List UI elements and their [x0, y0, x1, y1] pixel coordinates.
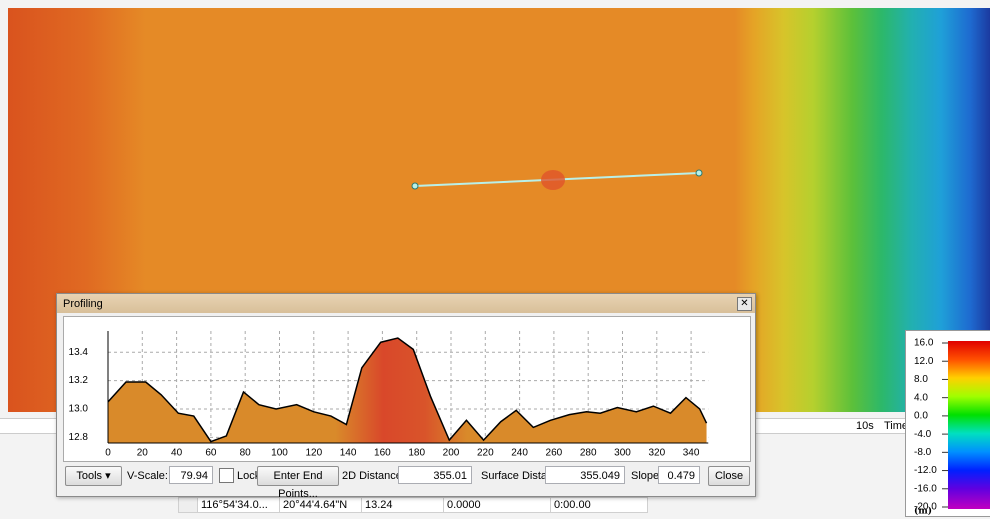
- x-tick-label: 300: [614, 448, 631, 459]
- profile-endpoint[interactable]: [696, 170, 702, 176]
- x-tick-label: 240: [511, 448, 528, 459]
- close-icon[interactable]: ✕: [737, 297, 752, 311]
- distance-2d-field[interactable]: 355.01: [398, 466, 472, 484]
- colorbar-label: 12.0: [914, 356, 934, 367]
- x-tick-label: 180: [408, 448, 425, 459]
- colorbar-label: 4.0: [914, 392, 928, 403]
- tools-button[interactable]: Tools ▾: [65, 466, 122, 486]
- profile-chart: 0 20 40 60 80 100 120 140 160 180 200 220 240 260 280 3…: [64, 317, 750, 461]
- colorbar-unit: (m): [914, 506, 932, 517]
- v-scale-label: V-Scale:: [127, 466, 168, 486]
- table-cell: 13.24: [362, 498, 444, 513]
- x-tick-label: 280: [580, 448, 597, 459]
- x-tick-label: 260: [546, 448, 563, 459]
- colorbar-label: 16.0: [914, 338, 934, 349]
- dialog-title: Profiling: [63, 298, 103, 310]
- colorbar-label: -4.0: [914, 429, 932, 440]
- app-window: 10s Time 116°54'34.0...20°44'4.64"N13.24…: [0, 0, 990, 515]
- colorbar-label: -8.0: [914, 447, 932, 458]
- enter-points-button[interactable]: Enter End Points...: [257, 466, 339, 486]
- v-scale-field[interactable]: 79.94: [169, 466, 213, 484]
- slope-field[interactable]: 0.479: [658, 466, 700, 484]
- x-tick-label: 140: [340, 448, 357, 459]
- tools-text: Tools: [76, 470, 102, 482]
- x-tick-label: 20: [137, 448, 149, 459]
- colorbar-label: 8.0: [914, 374, 928, 385]
- x-tick-label: 320: [648, 448, 665, 459]
- lock-checkbox[interactable]: [219, 468, 234, 483]
- x-tick-label: 60: [205, 448, 217, 459]
- close-button[interactable]: Close: [708, 466, 750, 486]
- x-tick-label: 340: [683, 448, 700, 459]
- x-tick-label: 160: [374, 448, 391, 459]
- red-patch: [541, 170, 565, 190]
- distance-2d-label: 2D Distance:: [342, 466, 405, 486]
- x-tick-label: 100: [271, 448, 288, 459]
- profiling-dialog: Profiling ✕ 0 20 40 60 80 100 120 140 160 180 200 2…: [56, 293, 756, 497]
- y-tick-label: 12.8: [69, 432, 89, 443]
- x-tick-label: 80: [240, 448, 252, 459]
- colorbar: 16.012.08.04.00.0-4.0-8.0-12.0-16.0-20.0…: [906, 331, 990, 516]
- colorbar-label: -12.0: [914, 465, 937, 476]
- row-header: [179, 498, 198, 513]
- y-tick-label: 13.0: [69, 404, 89, 415]
- colorbar-label: 0.0: [914, 411, 928, 422]
- table-cell: 0:00.00: [551, 498, 648, 513]
- x-tick-label: 0: [105, 448, 111, 459]
- x-tick-label: 220: [477, 448, 494, 459]
- x-tick-label: 200: [443, 448, 460, 459]
- colorbar-label: -16.0: [914, 483, 937, 494]
- colorbar-gradient: [948, 341, 990, 509]
- y-tick-label: 13.4: [69, 347, 89, 358]
- profile-area: [108, 338, 707, 443]
- x-tick-label: 120: [305, 448, 322, 459]
- y-tick-label: 13.2: [69, 375, 89, 386]
- profile-endpoint[interactable]: [412, 183, 418, 189]
- timeline-zoom[interactable]: 10s: [856, 420, 874, 432]
- x-tick-label: 40: [171, 448, 183, 459]
- title-bar: Profiling ✕: [57, 294, 755, 313]
- table-cell: 116°54'34.0...: [198, 498, 280, 513]
- plot-panel: 0 20 40 60 80 100 120 140 160 180 200 220 240 260 280 3…: [63, 316, 751, 462]
- table-cell: 0.0000: [444, 498, 551, 513]
- surface-distance-field[interactable]: 355.049: [545, 466, 625, 484]
